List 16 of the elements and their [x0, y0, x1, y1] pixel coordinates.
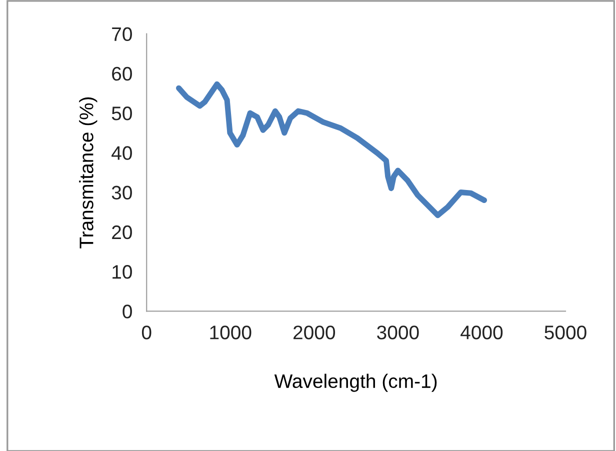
y-tick-label: 10 [112, 265, 132, 279]
x-tick-label: 0 [142, 326, 152, 340]
y-tick-label: 40 [112, 146, 132, 160]
y-axis-title: Transmitance (%) [79, 97, 98, 248]
y-tick-label: 70 [112, 27, 132, 42]
x-tick-label: 2000 [294, 326, 336, 340]
x-tick-label: 5000 [544, 326, 586, 340]
y-tick-label: 20 [112, 225, 132, 240]
y-tick-label: 0 [122, 304, 132, 318]
y-tick-label: 50 [112, 106, 132, 120]
x-tick-label: 4000 [460, 326, 503, 340]
y-tick-label: 30 [112, 186, 132, 200]
x-axis-title: Wavelength (cm-1) [274, 374, 437, 392]
x-tick-label: 1000 [210, 326, 252, 340]
x-tick-label: 3000 [377, 326, 419, 340]
y-tick-label: 60 [112, 66, 132, 81]
